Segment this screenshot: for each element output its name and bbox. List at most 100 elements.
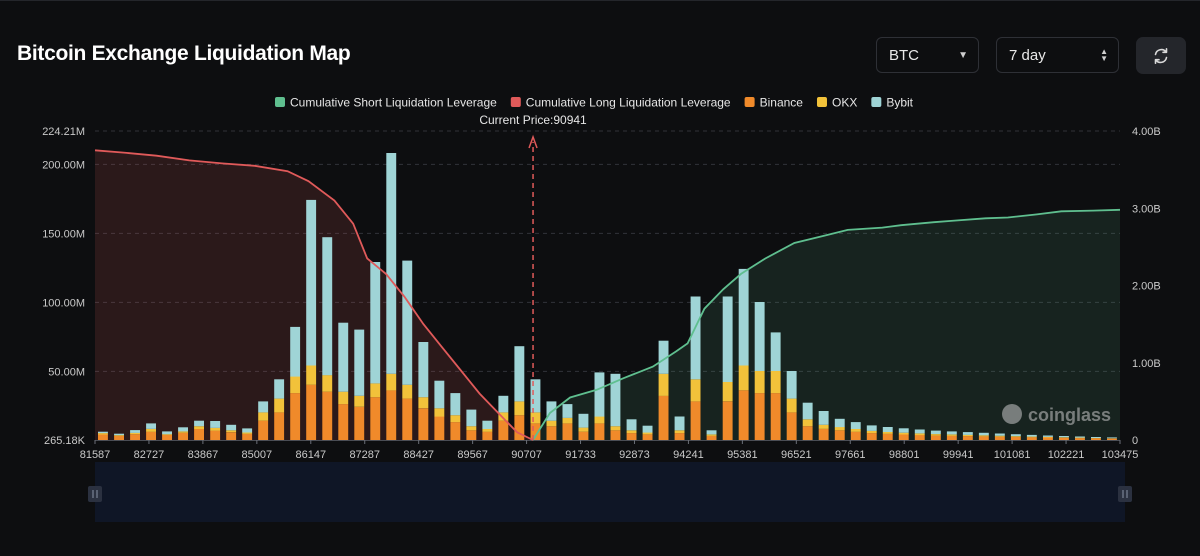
bar-binance — [450, 422, 461, 440]
bar-bybit — [338, 322, 349, 392]
zoom-handle-right[interactable] — [1118, 486, 1132, 502]
period-select[interactable]: 7 day ▲ ▼ — [996, 37, 1119, 73]
left-axis-tick-label: 200.00M — [42, 159, 85, 171]
bar-okx — [1059, 437, 1069, 438]
legend-label: Cumulative Long Liquidation Leverage — [526, 96, 731, 110]
current-price-label: Current Price:90941 — [479, 113, 587, 127]
x-axis-tick-label: 101081 — [994, 449, 1031, 461]
bar-binance — [914, 435, 925, 440]
legend-item-cumulative-long-liquidation-leverage[interactable]: Cumulative Long Liquidation Leverage — [510, 96, 731, 110]
bar-binance — [962, 436, 973, 440]
bar-bybit — [818, 411, 829, 425]
zoom-handle-left[interactable] — [88, 486, 102, 502]
legend-item-bybit[interactable]: Bybit — [871, 96, 914, 110]
bar-okx — [770, 371, 781, 394]
bar-bybit — [130, 430, 140, 433]
bar-binance — [210, 430, 221, 440]
bar-bybit — [786, 371, 797, 399]
bar-bybit — [674, 416, 685, 431]
short-cumulative-line — [532, 208, 1121, 441]
chart-legend: Cumulative Short Liquidation Leverage Cum… — [275, 96, 914, 110]
bar-binance — [610, 430, 621, 440]
bar-okx — [162, 434, 172, 435]
bar-bybit — [418, 342, 429, 398]
legend-item-cumulative-short-liquidation-leverage[interactable]: Cumulative Short Liquidation Leverage — [275, 96, 497, 110]
bar-okx — [834, 427, 845, 431]
zoom-slider[interactable] — [88, 462, 1132, 522]
x-axis-tick-label: 85007 — [242, 449, 273, 461]
bar-bybit — [450, 393, 461, 416]
bar-bybit — [898, 428, 909, 433]
x-axis-tick-label: 91733 — [565, 449, 596, 461]
bar-okx — [626, 430, 637, 434]
watermark-text: coinglass — [1028, 405, 1111, 425]
bar-okx — [1075, 437, 1085, 439]
bar-okx — [850, 429, 861, 432]
bar-binance — [674, 433, 685, 440]
page-title: Bitcoin Exchange Liquidation Map — [17, 42, 351, 65]
bar-okx — [466, 426, 477, 431]
bar-okx — [610, 426, 621, 431]
bar-bybit — [962, 432, 973, 435]
bar-bybit — [1026, 434, 1037, 437]
bar-bybit — [1091, 437, 1101, 438]
bar-bybit — [354, 329, 365, 396]
bar-okx — [642, 432, 653, 435]
bar-binance — [178, 432, 188, 440]
bar-binance — [1091, 438, 1101, 440]
current-price-marker: Current Price:90941 — [479, 113, 587, 440]
legend-item-binance[interactable]: Binance — [744, 96, 804, 110]
bar-okx — [338, 391, 349, 405]
x-axis-tick-label: 99941 — [943, 449, 974, 461]
coin-select[interactable]: BTC ▼ — [876, 37, 979, 73]
refresh-button[interactable] — [1136, 37, 1186, 74]
cumulative-areas — [95, 150, 1120, 441]
bar-okx — [546, 420, 557, 427]
bar-bybit — [594, 372, 605, 417]
bar-bybit — [978, 432, 989, 436]
zoom-track[interactable] — [95, 462, 1125, 522]
bar-okx — [210, 427, 221, 431]
bar-okx — [738, 365, 749, 391]
bar-okx — [690, 379, 701, 402]
bar-okx — [370, 383, 381, 398]
bar-binance — [594, 423, 605, 440]
bar-binance — [146, 431, 156, 440]
bar-binance — [786, 412, 797, 440]
bar-bybit — [210, 421, 221, 428]
bar-okx — [930, 434, 941, 436]
legend-item-okx[interactable]: OKX — [816, 96, 857, 110]
bar-binance — [658, 395, 669, 440]
left-axis-tick-label: 224.21M — [42, 126, 85, 138]
bar-binance — [258, 420, 269, 440]
bar-bybit — [562, 404, 573, 418]
bar-bybit — [834, 418, 845, 428]
bar-okx — [98, 433, 108, 435]
bar-bybit — [258, 401, 269, 413]
coinglass-logo-icon — [1002, 404, 1022, 424]
bar-binance — [1026, 437, 1037, 440]
bar-bybit — [242, 428, 253, 433]
bar-binance — [930, 435, 941, 440]
legend-label: OKX — [832, 96, 857, 110]
bar-binance — [194, 429, 204, 440]
bar-binance — [562, 423, 573, 440]
bar-bybit — [466, 409, 477, 427]
bar-okx — [354, 395, 365, 407]
bar-binance — [706, 435, 717, 440]
bar-bybit — [802, 402, 813, 420]
x-axis-tick-label: 86147 — [295, 449, 326, 461]
coin-select-value: BTC — [889, 46, 919, 64]
bar-binance — [690, 401, 701, 440]
bar-okx — [114, 435, 124, 436]
bar-binance — [290, 393, 301, 440]
bar-okx — [866, 430, 877, 434]
bar-okx — [882, 432, 893, 434]
bar-bybit — [402, 260, 413, 385]
bar-okx — [418, 397, 429, 409]
bar-bybit — [738, 268, 749, 366]
bar-binance — [162, 435, 172, 440]
bar-binance — [338, 404, 349, 440]
bar-binance — [834, 430, 845, 440]
